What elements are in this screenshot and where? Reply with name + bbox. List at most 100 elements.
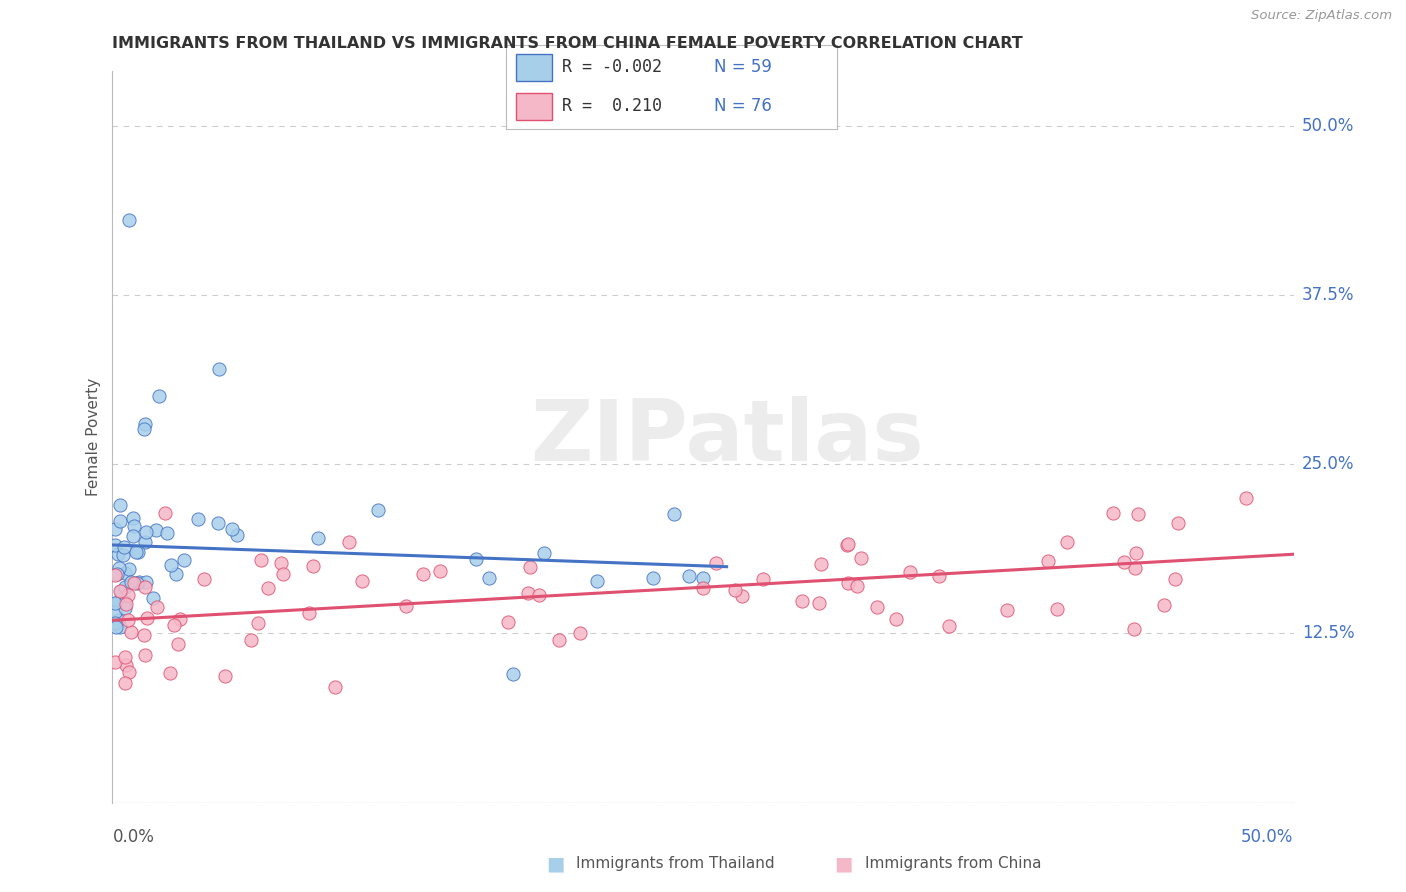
Point — [837, 537, 859, 551]
Point — [352, 574, 374, 588]
Point — [105, 619, 128, 633]
Point — [1102, 506, 1125, 520]
Point — [114, 566, 136, 580]
Point — [1164, 573, 1187, 587]
Point — [125, 576, 148, 591]
Point — [270, 556, 292, 570]
Point — [117, 613, 139, 627]
Point — [928, 569, 950, 583]
Point — [122, 528, 145, 542]
Point — [145, 523, 167, 537]
Point — [298, 607, 321, 621]
Point — [337, 534, 360, 549]
Point — [807, 596, 830, 610]
Point — [135, 574, 157, 589]
Point — [1167, 516, 1189, 530]
Point — [548, 633, 571, 648]
Point — [1234, 491, 1257, 506]
Point — [110, 584, 132, 599]
Text: R = -0.002: R = -0.002 — [562, 59, 662, 77]
Point — [568, 625, 591, 640]
Point — [114, 601, 136, 615]
Point — [118, 665, 141, 679]
Point — [134, 422, 156, 436]
Point — [1153, 599, 1175, 613]
Point — [125, 545, 148, 559]
Point — [225, 528, 247, 542]
Text: 37.5%: 37.5% — [1302, 285, 1354, 304]
Point — [465, 551, 488, 566]
Point — [110, 498, 132, 512]
Point — [107, 594, 129, 608]
Point — [156, 526, 179, 541]
Point — [193, 572, 215, 586]
Point — [395, 599, 418, 614]
Point — [325, 680, 347, 694]
Point — [114, 650, 136, 665]
Point — [107, 614, 129, 628]
Text: Source: ZipAtlas.com: Source: ZipAtlas.com — [1251, 9, 1392, 22]
Point — [121, 511, 143, 525]
Text: Immigrants from Thailand: Immigrants from Thailand — [576, 856, 775, 871]
Point — [250, 553, 273, 567]
Point — [128, 575, 150, 590]
Point — [186, 511, 208, 525]
Point — [104, 538, 127, 552]
Point — [240, 633, 263, 648]
Point — [104, 655, 127, 669]
Point — [136, 610, 159, 624]
Point — [142, 591, 165, 605]
Text: N = 76: N = 76 — [714, 97, 772, 115]
Text: R =  0.210: R = 0.210 — [562, 97, 662, 115]
Point — [115, 657, 138, 672]
Point — [104, 523, 127, 537]
Point — [108, 620, 131, 634]
Point — [302, 559, 325, 574]
Point — [117, 587, 139, 601]
Point — [837, 575, 859, 590]
Point — [1125, 547, 1147, 561]
Text: 50.0%: 50.0% — [1302, 117, 1354, 135]
Point — [118, 213, 141, 227]
Point — [533, 546, 555, 560]
Point — [166, 637, 188, 651]
Point — [900, 565, 922, 579]
FancyBboxPatch shape — [516, 93, 553, 120]
Point — [104, 605, 127, 619]
Text: Immigrants from China: Immigrants from China — [865, 856, 1042, 871]
Point — [134, 627, 156, 641]
Point — [790, 594, 813, 608]
Point — [502, 666, 524, 681]
Point — [271, 566, 294, 581]
Text: ZIPatlas: ZIPatlas — [530, 395, 924, 479]
Point — [169, 612, 191, 626]
Point — [107, 547, 129, 561]
Point — [692, 570, 714, 584]
Text: ■: ■ — [546, 854, 565, 873]
Point — [165, 567, 187, 582]
Point — [585, 574, 607, 588]
Point — [104, 568, 127, 582]
Point — [478, 571, 501, 585]
Point — [173, 553, 195, 567]
Point — [995, 603, 1018, 617]
Point — [517, 586, 540, 600]
Point — [643, 571, 665, 585]
Point — [146, 599, 169, 614]
Point — [104, 596, 127, 610]
Point — [135, 524, 157, 539]
Point — [105, 567, 128, 582]
Point — [866, 600, 889, 615]
Point — [153, 506, 176, 520]
Point — [412, 566, 434, 581]
Point — [134, 417, 156, 431]
Point — [367, 503, 389, 517]
Point — [1056, 534, 1078, 549]
Text: 50.0%: 50.0% — [1241, 828, 1294, 846]
Point — [112, 541, 135, 555]
Point — [207, 516, 229, 531]
Point — [122, 519, 145, 533]
Point — [724, 582, 747, 597]
Point — [114, 676, 136, 690]
Point — [114, 595, 136, 609]
